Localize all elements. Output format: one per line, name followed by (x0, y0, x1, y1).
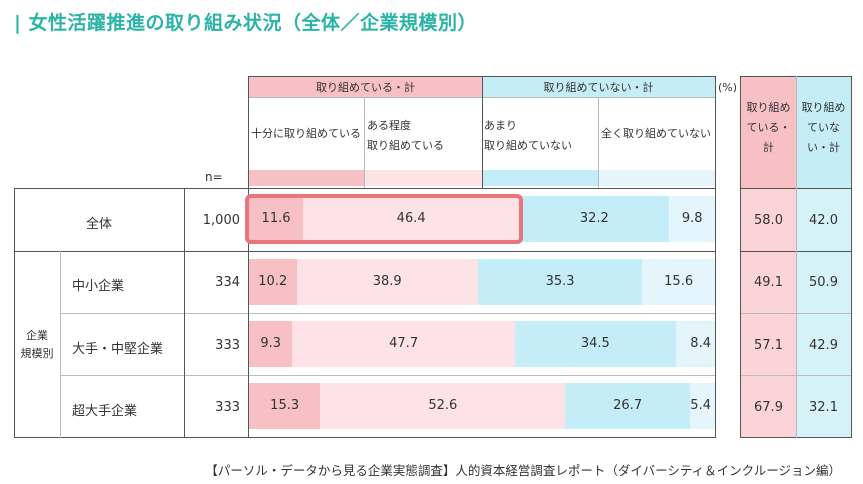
bar-value-label: 47.7 (389, 336, 419, 351)
sum1-header-line1: 取り組め (746, 101, 791, 114)
bar-segment (514, 321, 676, 367)
bar-value-label: 34.5 (580, 336, 610, 351)
bar-segment (565, 383, 690, 429)
sum1-value-large: 57.1 (754, 338, 783, 353)
grid-line (14, 251, 716, 252)
row-label-total: 全体 (85, 217, 112, 232)
sum2-header-bg (796, 77, 851, 188)
bar-value-label: 5.4 (690, 398, 711, 413)
cat4-swatch (599, 170, 715, 186)
header-group2-bar (482, 77, 715, 97)
sum2-header-line2: ていな (807, 121, 840, 134)
n-value-sme: 334 (215, 275, 240, 290)
cat2-label-line1: ある程度 (367, 119, 411, 132)
grid-line (60, 313, 716, 314)
sum2-header-line3: い・計 (807, 141, 840, 154)
bar-value-label: 52.6 (428, 398, 458, 413)
bar-value-label: 15.6 (664, 274, 694, 289)
grid-line (14, 188, 716, 189)
sum1-value-total: 58.0 (754, 213, 783, 228)
grid-line (598, 97, 599, 188)
bar-segment (249, 383, 321, 429)
grid-line (364, 97, 365, 188)
bar-segment (519, 196, 670, 242)
cat3-swatch (482, 170, 598, 186)
bar-value-label: 15.3 (270, 398, 300, 413)
bar-segment (642, 259, 715, 305)
grid-line (60, 251, 61, 438)
row-label-xlarge: 超大手企業 (72, 404, 138, 419)
sum2-header-line1: 取り組め (801, 101, 846, 114)
grid-line (740, 76, 741, 438)
bar-value-label: 8.4 (690, 336, 711, 351)
bar-segment (249, 196, 304, 242)
sum2-value-total: 42.0 (809, 213, 838, 228)
bar-segment (249, 259, 297, 305)
sum1-value-xlarge: 67.9 (754, 400, 783, 415)
cat3-label-line1: あまり (484, 119, 517, 132)
cat3-label-line2: 取り組めていない (484, 139, 572, 152)
bar-value-label: 32.2 (579, 211, 609, 226)
group-label-line2: 規模別 (20, 347, 54, 360)
bar-value-label: 9.8 (681, 211, 703, 226)
bar-value-label: 46.4 (396, 211, 426, 226)
sum1-header-line3: 計 (763, 141, 774, 154)
grid-line (796, 76, 797, 438)
bar-value-label: 10.2 (258, 274, 288, 289)
n-value-total: 1,000 (202, 213, 240, 228)
bar-value-label: 35.3 (545, 274, 575, 289)
sum2-value-large: 42.9 (809, 338, 838, 353)
bar-value-label: 9.3 (260, 336, 282, 351)
grid-line (715, 76, 716, 438)
grid-line (60, 375, 716, 376)
group-label-line1: 企業 (26, 329, 48, 342)
sum1-header-bg (741, 77, 796, 188)
bar-segment (669, 196, 715, 242)
chart-title: | 女性活躍推進の取り組み状況（全体／企業規模別） (14, 12, 478, 34)
sum1-value-sme: 49.1 (754, 275, 783, 290)
n-label: n= (205, 170, 223, 184)
cat2-label-line2: 取り組めている (367, 139, 444, 152)
bar-segment (303, 196, 520, 242)
sum1-header-line2: ている・ (746, 121, 791, 134)
bar-segment (296, 259, 478, 305)
grid-line (248, 76, 249, 438)
bar-segment (477, 259, 643, 305)
grid-line (184, 188, 185, 438)
bar-segment (675, 321, 715, 367)
grid-line (482, 76, 483, 188)
highlight-box (245, 194, 524, 244)
sum2-value-xlarge: 32.1 (809, 400, 838, 415)
grid-line (14, 188, 15, 438)
bar-value-label: 38.9 (372, 274, 402, 289)
header-group1-label: 取り組めている・計 (316, 81, 415, 94)
bar-segment (249, 321, 293, 367)
bar-segment (292, 321, 515, 367)
grid-line (851, 76, 852, 438)
sum2-value-sme: 50.9 (809, 275, 838, 290)
n-value-xlarge: 333 (215, 400, 240, 415)
grid-line (14, 437, 716, 438)
cat2-swatch (365, 170, 482, 186)
cat4-label: 全く取り組めていない (601, 127, 711, 140)
percent-unit: (%) (718, 81, 738, 94)
n-value-large: 333 (215, 338, 240, 353)
bar-segment (320, 383, 566, 429)
bar-value-label: 26.7 (613, 398, 643, 413)
cat1-label: 十分に取り組めている (251, 127, 361, 140)
header-group1-bar (249, 77, 482, 97)
header-group2-label: 取り組めていない・計 (543, 81, 654, 94)
row-label-large: 大手・中堅企業 (72, 342, 164, 357)
footer-source: 【パーソル・データから見る企業実態調査】人的資本経営調査レポート（ダイバーシティ… (205, 463, 841, 478)
row-label-sme: 中小企業 (72, 279, 125, 294)
cat1-swatch (249, 170, 364, 186)
bar-segment (689, 383, 715, 429)
bar-value-label: 11.6 (261, 211, 291, 226)
